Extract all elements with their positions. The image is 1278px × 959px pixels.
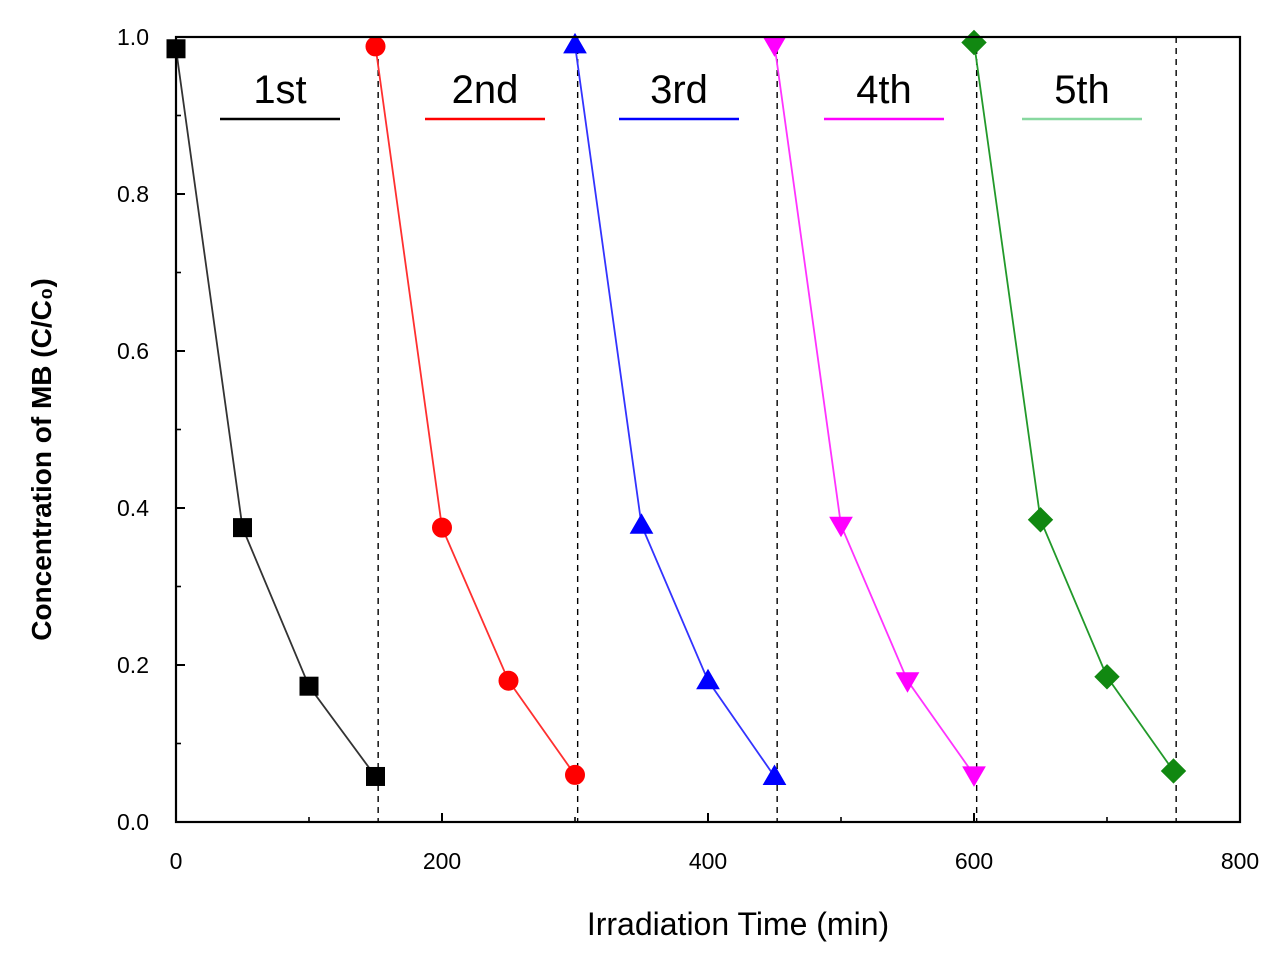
- data-point-4th-4: [962, 766, 986, 787]
- y-tick-label: 0.0: [117, 809, 149, 835]
- data-point-2nd-2: [432, 517, 452, 538]
- legend-label-5th: 5th: [1054, 68, 1110, 112]
- x-tick-label: 800: [1221, 848, 1259, 874]
- data-point-5th-4: [1160, 758, 1187, 784]
- data-point-3rd-2: [629, 513, 654, 534]
- series-2nd: [365, 36, 585, 785]
- legend-label-1st: 1st: [253, 68, 306, 112]
- x-axis-title: Irradiation Time (min): [587, 906, 889, 942]
- y-tick-label: 0.8: [117, 181, 149, 207]
- data-point-1st-4: [366, 766, 385, 786]
- data-point-2nd-1: [365, 36, 386, 57]
- data-point-4th-3: [895, 672, 920, 693]
- series-line-4th: [773, 44, 975, 776]
- x-tick-label: 0: [170, 848, 183, 874]
- legend-label-3rd: 3rd: [650, 68, 708, 112]
- legend-label-4th: 4th: [856, 68, 912, 112]
- data-point-4th-1: [762, 36, 787, 57]
- series-3rd: [563, 32, 787, 785]
- series-5th: [961, 29, 1187, 784]
- series-4th: [762, 36, 986, 787]
- legend: 1st 2nd 3rd 4th 5th: [220, 68, 1142, 121]
- axis-ticks: 0 200 400 600 800 0.0 0.2 0.4 0.6 0.8 1.0: [117, 24, 1259, 874]
- data-point-5th-2: [1027, 507, 1054, 533]
- data-point-4th-2: [829, 516, 853, 538]
- series-line-5th: [973, 42, 1175, 772]
- data-point-1st-3: [299, 676, 319, 696]
- series-1st: [166, 39, 385, 786]
- series-line-1st: [175, 48, 377, 778]
- data-point-1st-2: [233, 518, 252, 538]
- cycle-dividers: [377, 37, 1177, 822]
- plot-area-frame: [174, 35, 1242, 824]
- data-point-2nd-4: [565, 764, 585, 785]
- x-tick-label: 600: [955, 848, 993, 874]
- x-tick-label: 200: [423, 848, 461, 874]
- y-tick-label: 1.0: [117, 24, 149, 50]
- y-tick-label: 0.2: [117, 652, 149, 678]
- y-tick-label: 0.6: [117, 338, 149, 364]
- y-axis-title: Concentration of MB (C/C₀): [26, 278, 57, 641]
- data-point-3rd-1: [563, 32, 587, 54]
- x-tick-label: 400: [689, 848, 727, 874]
- data-point-5th-1: [961, 29, 987, 56]
- data-point-5th-3: [1094, 664, 1120, 690]
- series-line-2nd: [374, 46, 576, 776]
- series-layer: [166, 29, 1187, 787]
- legend-label-2nd: 2nd: [452, 68, 519, 112]
- y-tick-label: 0.4: [117, 495, 149, 521]
- data-point-3rd-3: [696, 668, 720, 690]
- series-line-3rd: [574, 44, 776, 777]
- data-point-3rd-4: [762, 764, 787, 785]
- data-point-2nd-3: [498, 670, 519, 691]
